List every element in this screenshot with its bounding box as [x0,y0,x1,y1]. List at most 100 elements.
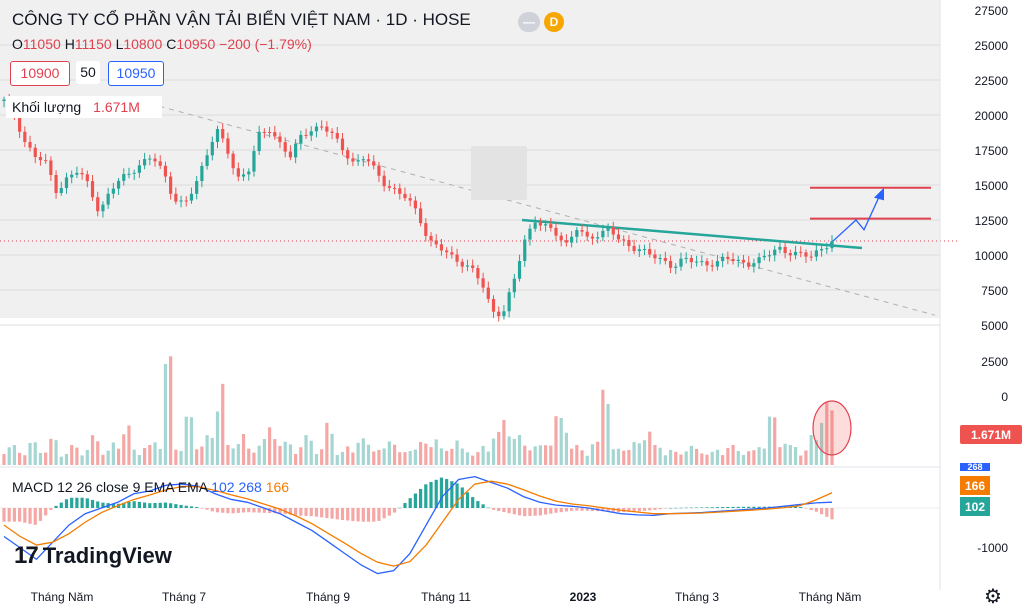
candle-body [64,177,69,189]
volume-bar [267,427,272,465]
macd-histogram-bar [710,507,714,508]
macd-histogram-bar [434,479,438,508]
candle-body [642,248,647,250]
macd-histogram-bar [143,502,147,508]
candle-body [747,262,751,267]
macd-histogram-bar [330,508,334,519]
volume-bar [59,456,63,465]
candle-body [445,250,449,253]
macd-histogram-bar [226,508,230,514]
volume-bar [44,452,48,465]
resistance-trendline [521,218,863,250]
volume-bar [481,445,485,465]
toggle-pill[interactable]: — [518,12,540,32]
candle-body [627,239,631,247]
candle-body [783,246,787,254]
volume-bar [33,442,37,465]
candle-body [486,287,490,299]
candle-body [601,230,605,238]
candle-body [96,197,100,212]
candle-body [38,157,43,161]
volume-bar [403,452,407,465]
volume-bar [543,445,548,465]
data-mode-pill[interactable]: D [544,12,564,32]
candle-body [460,261,464,267]
macd-axis-badge: 268 [967,462,982,472]
candle-body [517,261,522,279]
macd-histogram-bar [392,508,397,513]
candle-body [346,150,350,159]
macd-histogram-bar [372,508,376,522]
macd-histogram-bar [590,508,595,511]
price-tick-label: 17500 [975,144,1009,158]
macd-histogram-bar [366,508,371,522]
macd-histogram-bar [570,508,574,511]
volume-bar [257,445,261,465]
buy-price-box[interactable]: 10950 [108,61,164,86]
macd-histogram-bar [439,477,444,508]
macd-histogram-bar [33,508,37,525]
price-tick-label: 20000 [975,109,1009,123]
price-tick-label: 5000 [981,319,1008,333]
volume-bar [523,445,527,465]
volume-bar [262,438,266,465]
volume-bar [189,417,194,465]
volume-bars [2,356,852,465]
volume-bar [533,446,537,465]
volume-bar [314,454,319,465]
volume-bar [627,450,631,465]
macd-histogram-bar [210,508,214,512]
macd-histogram-bar [361,508,365,522]
candle-body [90,181,95,198]
candle-body [75,172,79,175]
volume-bar [96,441,100,465]
macd-histogram-bar [486,507,490,509]
candle-body [158,161,162,166]
macd-histogram-bar [278,508,282,514]
macd-histogram-bar [580,508,584,511]
volume-bar [23,455,27,465]
macd-histogram-bar [793,506,798,508]
candle-body [429,235,433,241]
volume-bar [356,442,360,465]
macd-histogram-bar [314,508,319,517]
macd-histogram-bar [299,508,303,516]
macd-histogram-bar [450,481,454,508]
candle-body [116,180,121,189]
price-tick-label: 25000 [975,39,1009,53]
axis-badges: 1.671M 268 166 102 [960,425,1022,516]
volume-bar [221,383,225,465]
price-pane-background [0,0,940,318]
tradingview-logo[interactable]: 17 TradingView [14,542,172,569]
macd-histogram-bar [819,508,824,515]
candle-body [507,292,511,312]
candle-body [559,235,563,241]
candle-body [221,129,225,139]
candle-body [273,132,277,137]
candle-body [512,278,516,293]
candle-body [200,165,204,182]
settings-gear-icon[interactable]: ⚙ [984,586,1002,608]
macd-histogram-bar [163,502,168,508]
candle-body [731,258,735,262]
price-tick-label: 22500 [975,74,1009,88]
macd-histogram-bar [408,498,412,508]
macd-histogram-bar [517,508,522,516]
candle-body [335,133,339,139]
candle-body [616,234,621,240]
volume-bar [648,431,652,465]
macd-histogram-bar [799,506,803,508]
macd-histogram-bar [403,502,407,508]
volume-bar [116,448,121,465]
projection-arrowhead [874,187,884,201]
volume-bar [7,447,11,465]
candle-body [715,261,720,267]
sell-price-box[interactable]: 10900 [10,61,70,86]
candle-body [611,227,615,235]
macd-histogram-bar [497,508,501,511]
macd-histogram-bar [80,497,84,508]
candle-body [236,168,240,177]
volume-bar [106,450,110,465]
volume-bar [18,452,22,465]
